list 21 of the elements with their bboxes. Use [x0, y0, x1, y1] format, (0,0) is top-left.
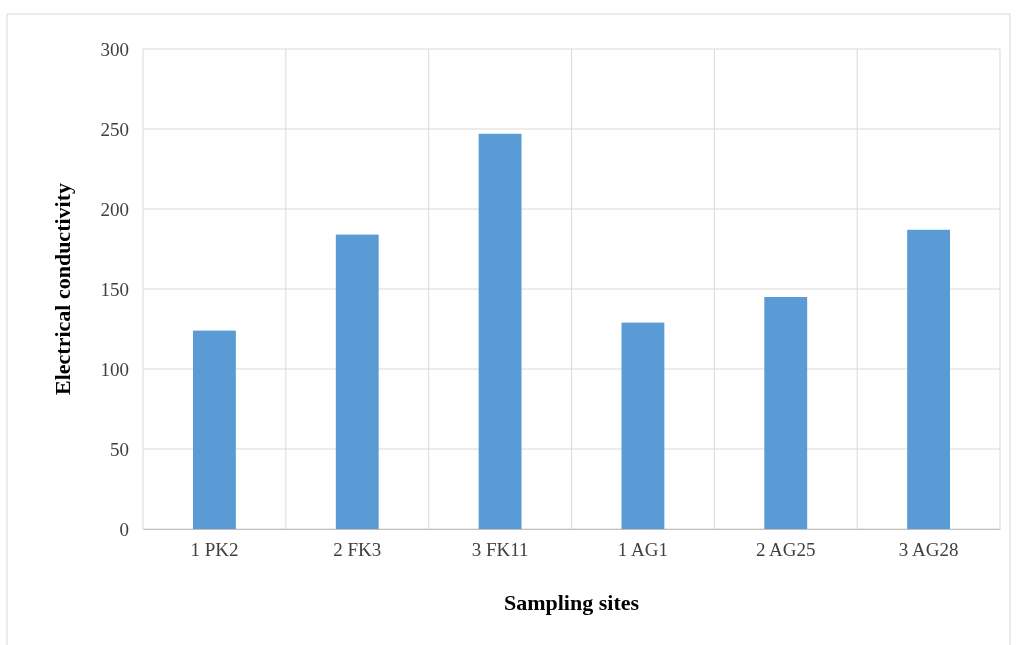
y-tick-label: 100 — [100, 358, 129, 380]
bar — [335, 234, 379, 529]
bar — [621, 322, 665, 529]
bar — [764, 297, 808, 529]
x-tick-label: 3 AG28 — [898, 539, 959, 561]
x-tick-label: 2 AG25 — [755, 539, 816, 561]
y-tick-label: 200 — [100, 198, 129, 220]
bar — [478, 133, 522, 529]
x-tick-label: 1 PK2 — [190, 539, 239, 561]
y-tick-label: 0 — [119, 518, 129, 540]
y-tick-label: 300 — [100, 38, 129, 60]
bar — [192, 330, 236, 529]
bar — [907, 229, 951, 529]
y-tick-label: 250 — [100, 118, 129, 140]
x-tick-label: 2 FK3 — [333, 539, 382, 561]
x-tick-label: 3 FK11 — [471, 539, 529, 561]
y-tick-label: 150 — [100, 278, 129, 300]
x-tick-label: 1 AG1 — [617, 539, 668, 561]
y-tick-label: 50 — [110, 438, 129, 460]
x-axis-title: Sampling sites — [503, 590, 640, 615]
y-axis-title: Electrical conductivity — [50, 182, 75, 396]
